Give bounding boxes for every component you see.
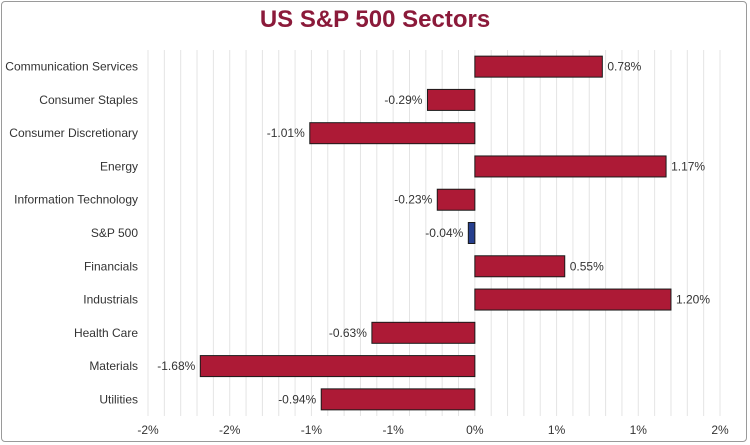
x-tick-label: -2% <box>137 423 159 437</box>
bar <box>371 321 476 344</box>
x-tick-label: -1% <box>301 423 323 437</box>
bar-layer <box>199 55 672 411</box>
category-label: Industrials <box>83 293 138 307</box>
category-label: Materials <box>89 359 138 373</box>
category-label: Utilities <box>99 392 138 406</box>
category-label: Financials <box>84 259 138 273</box>
category-label: Health Care <box>74 326 138 340</box>
x-tick-label: -1% <box>382 423 404 437</box>
bar <box>199 355 476 378</box>
grid-layer <box>147 50 721 416</box>
category-label: Communication Services <box>5 60 138 74</box>
bar <box>467 222 476 244</box>
data-label: -0.04% <box>425 226 463 240</box>
bar <box>309 122 476 145</box>
data-label: -1.01% <box>267 126 305 140</box>
bar <box>474 55 603 78</box>
data-label: 0.55% <box>570 259 604 273</box>
data-label: 1.20% <box>676 293 710 307</box>
category-label: S&P 500 <box>91 226 138 240</box>
data-label: 0.78% <box>607 60 641 74</box>
category-label: Consumer Discretionary <box>9 126 138 140</box>
category-label: Consumer Staples <box>39 93 138 107</box>
data-label: -0.29% <box>384 93 422 107</box>
data-label: -1.68% <box>157 359 195 373</box>
category-label: Energy <box>100 159 138 173</box>
x-tick-label: -2% <box>219 423 241 437</box>
x-tick-label: 1% <box>548 423 566 437</box>
bar <box>474 255 566 278</box>
bar <box>474 155 667 178</box>
bar <box>436 188 476 211</box>
category-label: Information Technology <box>14 193 138 207</box>
chart-title: US S&P 500 Sectors <box>259 6 491 33</box>
x-tick-label: 1% <box>630 423 648 437</box>
data-label: 1.17% <box>671 159 705 173</box>
x-tick-label: 2% <box>711 423 729 437</box>
bar <box>320 388 476 411</box>
data-label: -0.63% <box>329 326 367 340</box>
bar <box>474 288 672 311</box>
data-label: -0.94% <box>278 392 316 406</box>
x-tick-label: 0% <box>466 423 484 437</box>
label-layer: -2% -2% -1% -1% 0% 1% 1% 2% Communication Servic… <box>5 60 729 437</box>
bar <box>426 88 476 111</box>
data-label: -0.23% <box>394 193 432 207</box>
